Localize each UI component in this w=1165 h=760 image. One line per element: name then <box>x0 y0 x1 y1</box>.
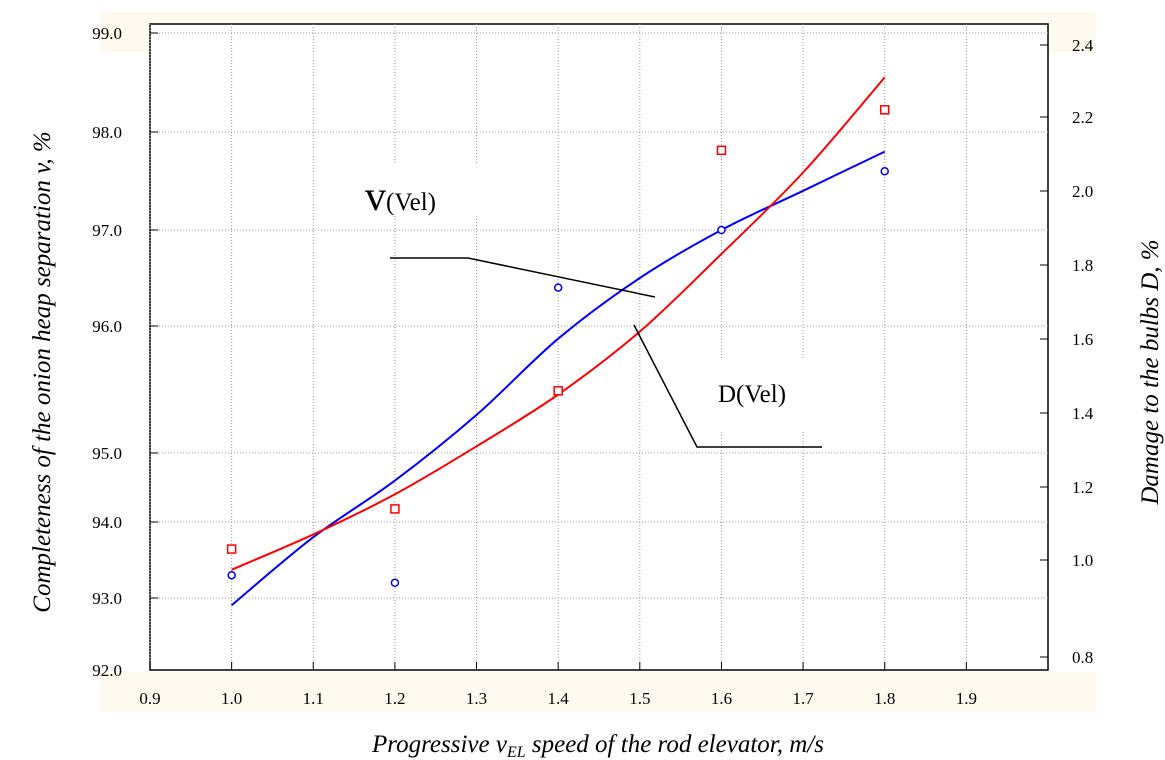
x-tick-label: 1.7 <box>792 689 814 708</box>
y-left-tick-label: 98.0 <box>92 123 122 142</box>
y-left-tick-label: 92.0 <box>92 661 122 680</box>
y-right-tick-label: 2.0 <box>1072 182 1093 201</box>
data-point-v <box>390 578 400 588</box>
y-left-tick-label: 94.0 <box>92 513 122 532</box>
y-left-tick-label: 95.0 <box>92 444 122 463</box>
x-axis-title: Progressive vEL speed of the rod elevato… <box>371 731 824 760</box>
x-tick-label: 1.0 <box>221 689 242 708</box>
x-tick-label: 1.4 <box>548 689 570 708</box>
annotation-v-leader <box>390 257 656 298</box>
annotation-d-leader <box>633 324 822 448</box>
annotation-d: D(Vel) <box>633 324 862 448</box>
fit-curve-v <box>230 150 886 606</box>
y-right-axis-title: Damage to the bulbs D, % <box>1137 239 1164 505</box>
y-right-tick-label: 1.4 <box>1072 404 1094 423</box>
y-left-tick-label: 96.0 <box>92 317 122 336</box>
y-right-tick-label: 1.2 <box>1072 478 1093 497</box>
y-left-tick-labels: 92.0 93.0 94.0 95.0 96.0 97.0 98.0 99.0 <box>92 24 122 680</box>
annotation-d-box <box>700 360 862 430</box>
data-point-d <box>553 386 563 396</box>
fit-curves <box>230 76 886 606</box>
y-right-tick-label: 2.4 <box>1072 36 1094 55</box>
annotation-d-label: D(Vel) <box>718 381 786 408</box>
x-tick-label: 1.2 <box>384 689 405 708</box>
annotation-v-label: v(Vel) <box>365 174 436 220</box>
x-tick-label: 1.1 <box>303 689 324 708</box>
data-markers <box>226 105 890 588</box>
y-right-tick-label: 2.2 <box>1072 108 1093 127</box>
data-point-v <box>227 570 236 580</box>
data-point-d <box>879 105 890 115</box>
data-point-d <box>390 504 400 514</box>
x-tick-label: 1.3 <box>466 689 487 708</box>
bottom-background-strip <box>100 672 1096 712</box>
x-axis-title-main: Progressive v <box>371 731 508 758</box>
x-tick-label: 1.8 <box>874 689 895 708</box>
x-tick-label: 1.5 <box>629 689 650 708</box>
plot-frame <box>149 23 1049 671</box>
y-right-tick-label: 0.8 <box>1072 648 1093 667</box>
x-tick-label: 0.9 <box>139 689 160 708</box>
x-tick-label: 1.6 <box>711 689 732 708</box>
fit-curve-d <box>231 76 886 571</box>
data-point-d <box>226 544 237 554</box>
data-point-v <box>880 166 889 176</box>
x-tick-label: 1.9 <box>956 689 977 708</box>
y-right-tick-labels: 0.8 1.0 1.2 1.4 1.6 1.8 2.0 2.2 2.4 <box>1072 36 1094 667</box>
annotation-v-text: (Vel) <box>386 189 436 216</box>
x-tick-labels: 0.9 1.0 1.1 1.2 1.3 1.4 1.5 1.6 1.7 1.8 1.9 <box>139 689 977 708</box>
x-axis-title-rest: speed of the rod elevator, m/s <box>526 731 824 758</box>
annotation-v-box <box>330 165 485 215</box>
annotation-v: v(Vel) <box>330 165 656 298</box>
data-point-d <box>716 145 727 156</box>
y-left-axis-title: Completeness of the onion heap separatio… <box>29 131 56 612</box>
y-left-tick-label: 93.0 <box>92 589 122 608</box>
x-axis-title-sub: EL <box>506 744 526 760</box>
y-left-tick-label: 99.0 <box>92 24 122 43</box>
data-point-v <box>553 283 563 292</box>
annotation-v-symbol: v <box>365 174 386 220</box>
y-left-tick-label: 97.0 <box>92 221 122 240</box>
data-point-v <box>717 225 726 235</box>
y-right-tick-label: 1.8 <box>1072 256 1093 275</box>
ticks <box>149 32 1048 671</box>
y-right-tick-label: 1.0 <box>1072 551 1093 570</box>
y-right-tick-label: 1.6 <box>1072 330 1093 349</box>
